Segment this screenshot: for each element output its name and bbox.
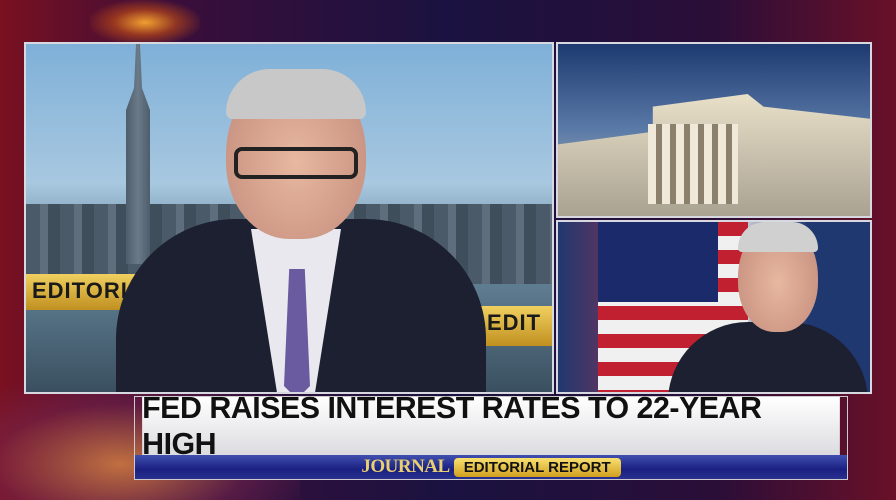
anchor-video-panel: EDITORIA EDIT <box>24 42 554 394</box>
show-brand: JOURNAL <box>361 456 450 477</box>
editorial-sign-right: EDIT <box>481 306 552 346</box>
headline: FED RAISES INTEREST RATES TO 22-YEAR HIG… <box>142 390 840 461</box>
federal-reserve-building-panel <box>556 42 872 218</box>
studio-light <box>90 0 200 45</box>
suit <box>668 322 868 392</box>
anchor-person <box>116 69 486 392</box>
show-name: EDITORIAL REPORT <box>453 457 621 477</box>
glasses <box>234 147 358 179</box>
columns <box>648 124 738 204</box>
flag-stars <box>598 222 718 302</box>
tie <box>284 269 310 392</box>
hair <box>738 222 818 252</box>
speaker-person <box>668 222 868 392</box>
show-bar: JOURNAL EDITORIAL REPORT <box>135 455 847 479</box>
hair <box>226 69 366 119</box>
lower-third: FED RAISES INTEREST RATES TO 22-YEAR HIG… <box>134 390 848 480</box>
speaker-video-panel <box>556 220 872 394</box>
